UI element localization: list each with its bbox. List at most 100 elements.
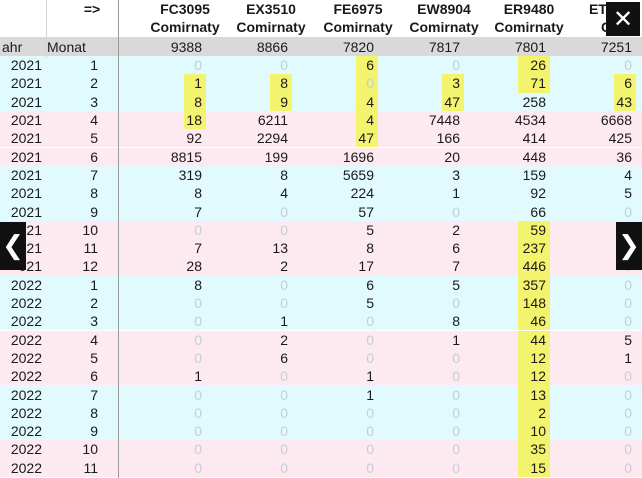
value-cell: 4 (280, 185, 288, 202)
value-cell: 1 (184, 74, 206, 93)
value-cell: 10 (518, 422, 550, 441)
table-row: 2021 4 18 6211 4 7448 4534 6668 (0, 110, 642, 130)
header-code: ET (589, 1, 607, 17)
value-cell: 0 (280, 368, 288, 385)
value-cell: 2 (518, 403, 550, 422)
month-cell: 8 (90, 404, 98, 421)
table-row: 2021 1 0 0 6 0 26 0 (0, 56, 642, 75)
value-cell: 448 (522, 148, 546, 165)
value-cell: 57 (358, 203, 374, 220)
value-cell: 8815 (170, 148, 202, 165)
header-code: EX3510 (246, 1, 296, 17)
month-cell: 10 (82, 441, 98, 458)
month-cell: 8 (90, 185, 98, 202)
year-cell: 2021 (10, 148, 42, 165)
value-cell: 6 (452, 240, 460, 257)
table-row: 2022 8 0 0 0 0 2 0 (0, 403, 642, 422)
value-cell: 0 (624, 368, 632, 385)
value-cell: 0 (280, 386, 288, 403)
table-row: 2022 4 0 2 0 1 44 5 (0, 330, 642, 349)
value-cell: 224 (350, 185, 374, 202)
value-cell: 1 (624, 349, 632, 366)
value-cell: 0 (366, 331, 374, 348)
value-cell: 0 (194, 404, 202, 421)
month-cell: 3 (90, 313, 98, 330)
value-cell: 17 (358, 258, 374, 275)
value-cell: 0 (452, 368, 460, 385)
month-cell: 9 (90, 423, 98, 440)
value-cell: 7 (452, 258, 460, 275)
prev-arrow-icon[interactable]: ❮ (0, 222, 26, 270)
value-cell: 3 (442, 74, 464, 93)
value-cell: 1696 (342, 148, 374, 165)
total-cell: 8866 (256, 38, 288, 55)
value-cell: 1 (366, 368, 374, 385)
year-cell: 2021 (10, 112, 42, 129)
header-vaccine: Comirnaty (494, 19, 564, 35)
year-cell: 2021 (10, 166, 42, 183)
year-cell: 2021 (10, 203, 42, 220)
value-cell: 2294 (256, 130, 288, 147)
value-cell: 425 (608, 130, 632, 147)
value-cell: 0 (366, 404, 374, 421)
column-header-month: Monat (47, 38, 86, 55)
value-cell: 0 (366, 313, 374, 330)
month-cell: 6 (90, 148, 98, 165)
table-row: 2022 11 0 0 0 0 15 0 (0, 458, 642, 477)
value-cell: 3 (452, 166, 460, 183)
close-icon[interactable]: ✕ (606, 2, 640, 36)
value-cell: 0 (452, 459, 460, 476)
year-cell: 2021 (10, 93, 42, 110)
value-cell: 0 (452, 441, 460, 458)
value-cell: 0 (194, 459, 202, 476)
value-cell: 148 (518, 293, 550, 313)
header-code: EW8904 (417, 1, 471, 17)
header-row-codes: => FC3095 EX3510 FE6975 EW8904 ER9480 ET (0, 0, 642, 18)
table-row: 2022 10 0 0 0 0 35 0 (0, 440, 642, 459)
header-code: FC3095 (160, 1, 210, 17)
value-cell: 5 (366, 295, 374, 312)
header-row-vaccines: Comirnaty Comirnaty Comirnaty Comirnaty … (0, 18, 642, 36)
value-cell: 4 (356, 110, 378, 130)
value-cell: 47 (356, 129, 378, 148)
month-cell: 7 (90, 386, 98, 403)
year-cell: 2021 (10, 57, 42, 74)
next-arrow-icon[interactable]: ❯ (616, 222, 642, 270)
value-cell: 46 (518, 312, 550, 331)
value-cell: 47 (442, 92, 464, 111)
month-cell: 4 (90, 331, 98, 348)
year-cell: 2022 (10, 404, 42, 421)
value-cell: 92 (530, 185, 546, 202)
total-cell: 7801 (514, 38, 546, 55)
total-cell: 7817 (428, 38, 460, 55)
value-cell: 0 (280, 404, 288, 421)
value-cell: 8 (366, 240, 374, 257)
value-cell: 8 (270, 74, 292, 93)
value-cell: 4 (356, 92, 378, 111)
value-cell: 13 (272, 240, 288, 257)
value-cell: 36 (616, 148, 632, 165)
year-cell: 2022 (10, 459, 42, 476)
value-cell: 319 (178, 166, 202, 183)
value-cell: 446 (518, 257, 550, 276)
value-cell: 6 (614, 74, 636, 93)
grid-line (46, 0, 47, 58)
value-cell: 5 (624, 331, 632, 348)
value-cell: 0 (452, 203, 460, 220)
value-cell: 0 (624, 276, 632, 293)
table-row: 2021 2 1 8 0 3 71 6 (0, 74, 642, 93)
value-cell: 7 (194, 203, 202, 220)
year-cell: 2022 (10, 441, 42, 458)
column-divider (118, 0, 119, 478)
value-cell: 7448 (428, 112, 460, 129)
month-cell: 6 (90, 368, 98, 385)
value-cell: 0 (280, 57, 288, 74)
header-row-totals: ahr Monat 9388 8866 7820 7817 7801 7251 (0, 37, 642, 56)
month-cell: 4 (90, 112, 98, 129)
value-cell: 0 (280, 203, 288, 220)
value-cell: 28 (186, 258, 202, 275)
value-cell: 7 (194, 240, 202, 257)
value-cell: 0 (280, 423, 288, 440)
value-cell: 0 (624, 441, 632, 458)
